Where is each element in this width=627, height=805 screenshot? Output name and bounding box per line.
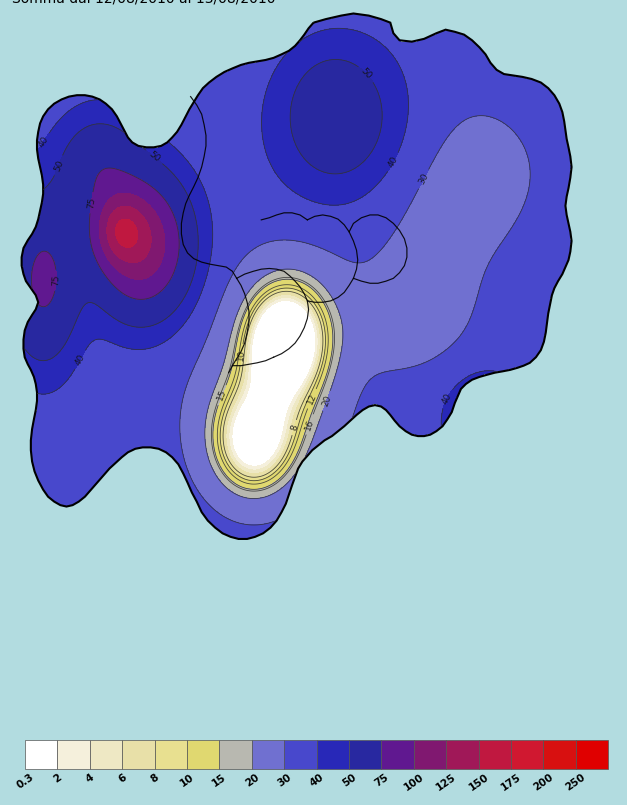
- Text: 20: 20: [320, 394, 333, 408]
- Text: 15: 15: [211, 772, 228, 788]
- Text: 75: 75: [372, 772, 390, 788]
- Text: 50: 50: [147, 150, 161, 164]
- Text: 100: 100: [402, 772, 426, 792]
- Text: 16: 16: [303, 418, 316, 431]
- Bar: [155, 740, 187, 769]
- Bar: [122, 740, 155, 769]
- Bar: [349, 740, 381, 769]
- Text: 12: 12: [305, 392, 319, 406]
- Text: 8: 8: [149, 772, 161, 784]
- Bar: [478, 740, 511, 769]
- Bar: [446, 740, 478, 769]
- Text: 150: 150: [467, 772, 490, 792]
- Text: Somma dal 12/08/2010 al 13/08/2010: Somma dal 12/08/2010 al 13/08/2010: [13, 0, 276, 5]
- Bar: [219, 740, 252, 769]
- Text: 50: 50: [52, 159, 65, 172]
- Bar: [511, 740, 544, 769]
- Text: 250: 250: [564, 772, 587, 792]
- Text: 2: 2: [51, 772, 63, 784]
- Text: 40: 40: [440, 391, 453, 406]
- Text: 4: 4: [84, 772, 96, 784]
- Bar: [414, 740, 446, 769]
- Bar: [58, 740, 90, 769]
- Bar: [576, 740, 608, 769]
- Bar: [25, 740, 58, 769]
- Bar: [187, 740, 219, 769]
- Text: 10: 10: [236, 349, 247, 361]
- Bar: [90, 740, 122, 769]
- Bar: [381, 740, 414, 769]
- Text: 40: 40: [308, 772, 325, 788]
- Bar: [252, 740, 284, 769]
- Text: 0.3: 0.3: [14, 772, 36, 791]
- Text: 40: 40: [36, 134, 50, 149]
- Text: 50: 50: [359, 67, 374, 81]
- Text: 20: 20: [243, 772, 261, 788]
- Text: 175: 175: [499, 772, 523, 793]
- Text: 125: 125: [435, 772, 458, 792]
- Text: 6: 6: [117, 772, 128, 784]
- Text: 200: 200: [532, 772, 555, 792]
- Bar: [284, 740, 317, 769]
- Text: 40: 40: [387, 155, 400, 169]
- Text: 15: 15: [216, 388, 228, 402]
- Bar: [317, 740, 349, 769]
- Text: 75: 75: [51, 275, 61, 287]
- Text: 50: 50: [340, 772, 358, 788]
- Text: 40: 40: [73, 353, 87, 367]
- Text: 10: 10: [178, 772, 196, 788]
- Text: 30: 30: [275, 772, 293, 788]
- Text: 30: 30: [417, 172, 430, 186]
- Text: 75: 75: [86, 196, 97, 209]
- Bar: [544, 740, 576, 769]
- Text: 8: 8: [289, 423, 299, 431]
